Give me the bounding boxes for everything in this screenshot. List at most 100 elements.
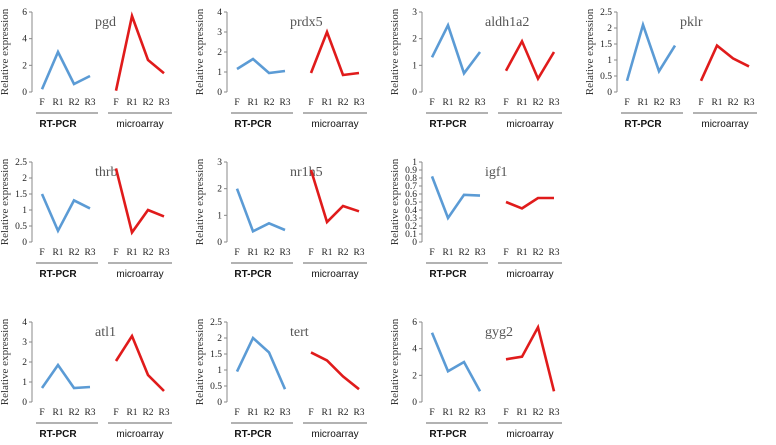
chart-title: atl1	[95, 325, 116, 340]
x-tick-label: R1	[442, 248, 453, 258]
chart-panel-atl1: 0 1 2 3 4 Relative expression atl1 F R1 R2 R3 F R1 R2…	[0, 318, 172, 440]
x-tick-label: R3	[548, 98, 559, 108]
y-tick-label: 0.3	[405, 214, 417, 224]
x-tick-label: R2	[68, 248, 79, 258]
y-tick-label: 0.1	[405, 230, 417, 240]
series-line-microarray	[310, 351, 360, 391]
y-tick-label: 0.2	[405, 222, 417, 232]
y-tick-label: 0.9	[405, 166, 417, 176]
chart-panel-tert: 0 0.5 1 1.5 2 2.5 Relative expression tert F R1 R2…	[194, 318, 367, 440]
chart-title: igf1	[485, 165, 508, 180]
x-tick-label: R1	[52, 408, 63, 418]
x-tick-label: F	[113, 408, 118, 418]
y-tick-label: 0	[217, 238, 222, 248]
x-tick-label: F	[308, 248, 313, 258]
y-tick-label: 4	[22, 318, 27, 328]
y-tick-label: 0	[22, 238, 27, 248]
x-tick-label: R2	[337, 98, 348, 108]
y-axis-label: Relative expression	[389, 8, 401, 95]
x-tick-label: R2	[532, 98, 543, 108]
x-tick-label: F	[113, 248, 118, 258]
chart-title: aldh1a2	[485, 15, 529, 30]
series-line-rtpcr	[430, 21, 482, 77]
y-tick-label: 4	[217, 8, 222, 18]
series-line-microarray	[114, 11, 165, 91]
group-label-rtpcr: RT-PCR	[429, 119, 467, 130]
chart-title: tert	[290, 325, 309, 340]
series-line-rtpcr	[430, 332, 482, 392]
x-tick-label: R3	[279, 98, 290, 108]
y-axis-label: Relative expression	[0, 8, 11, 95]
x-tick-label: R3	[353, 98, 364, 108]
chart-panel-gyg2: 0 2 4 6 Relative expression gyg2 F R1 R2 R3 F R1 R2 R…	[389, 318, 562, 440]
y-tick-label: 0	[412, 238, 417, 248]
group-label-rtpcr: RT-PCR	[429, 429, 467, 440]
group-label-rtpcr: RT-PCR	[429, 269, 467, 280]
x-tick-label: R1	[126, 248, 137, 258]
x-tick-label: R1	[516, 408, 527, 418]
chart-panel-prdx5: 0 1 2 3 4 Relative expression prdx5 F R1 R2 R3 F R1 R…	[194, 8, 367, 130]
x-tick-label: R3	[548, 248, 559, 258]
x-tick-label: R2	[263, 248, 274, 258]
y-tick-label: 2	[22, 61, 27, 71]
x-tick-label: R2	[653, 98, 664, 108]
x-tick-label: R2	[337, 248, 348, 258]
x-tick-label: R1	[247, 408, 258, 418]
y-tick-label: 4	[412, 345, 417, 355]
series-line-rtpcr	[625, 20, 677, 82]
y-tick-label: 1	[412, 158, 417, 168]
x-tick-label: R1	[247, 98, 258, 108]
y-tick-label: 2.5	[600, 8, 612, 18]
x-tick-label: R2	[263, 408, 274, 418]
group-label-rtpcr: RT-PCR	[39, 119, 77, 130]
x-tick-label: F	[429, 248, 434, 258]
x-tick-label: R1	[442, 408, 453, 418]
y-axis-label: Relative expression	[584, 8, 596, 95]
group-label-rtpcr: RT-PCR	[39, 429, 77, 440]
x-tick-label: R2	[458, 98, 469, 108]
y-tick-label: 3	[217, 28, 222, 38]
x-tick-label: F	[234, 248, 239, 258]
y-axis-label: Relative expression	[389, 158, 401, 245]
y-tick-label: 0.6	[405, 190, 417, 200]
y-tick-label: 1.5	[210, 350, 222, 360]
y-axis-label: Relative expression	[194, 158, 206, 245]
x-tick-label: R1	[52, 98, 63, 108]
x-tick-label: F	[39, 98, 44, 108]
y-axis-label: Relative expression	[0, 318, 11, 405]
chart-panel-pgd: 0 2 4 6 Relative expression pgd F R1 R2 R3 F R1 R2 R3…	[0, 8, 172, 130]
y-tick-label: 0	[22, 88, 27, 98]
x-tick-label: R1	[247, 248, 258, 258]
group-label-microarray: microarray	[311, 429, 358, 440]
y-tick-label: 0.5	[210, 382, 222, 392]
group-label-rtpcr: RT-PCR	[234, 119, 272, 130]
x-tick-label: R2	[532, 408, 543, 418]
x-tick-label: R2	[727, 98, 738, 108]
chart-panel-pklr: 0 0.5 1 1.5 2 2.5 Relative expression pklr F R1 R2…	[584, 8, 757, 130]
x-tick-label: F	[234, 408, 239, 418]
y-tick-label: 0	[607, 88, 612, 98]
series-line-rtpcr	[430, 175, 481, 221]
y-tick-label: 3	[217, 158, 222, 168]
x-tick-label: R1	[321, 98, 332, 108]
y-tick-label: 1	[217, 366, 222, 376]
x-tick-label: F	[113, 98, 118, 108]
y-tick-label: 0.5	[15, 222, 27, 232]
group-label-microarray: microarray	[506, 429, 553, 440]
chart-panel-igf1: 00.10.20.30.40.50.60.70.80.91 Relative ex…	[389, 158, 562, 280]
x-tick-label: R2	[142, 98, 153, 108]
x-tick-label: F	[698, 98, 703, 108]
y-tick-label: 0.5	[405, 198, 417, 208]
series-line-microarray	[309, 169, 360, 225]
x-tick-label: F	[503, 248, 508, 258]
x-tick-label: R1	[516, 248, 527, 258]
y-tick-label: 2.5	[210, 318, 222, 328]
y-tick-label: 2	[412, 35, 417, 45]
x-tick-label: F	[429, 408, 434, 418]
y-tick-label: 1	[217, 68, 222, 78]
chart-title: prdx5	[290, 15, 323, 30]
x-tick-label: F	[308, 98, 313, 108]
series-line-microarray	[504, 38, 556, 82]
series-line-rtpcr	[236, 57, 286, 75]
x-tick-label: R3	[743, 98, 754, 108]
